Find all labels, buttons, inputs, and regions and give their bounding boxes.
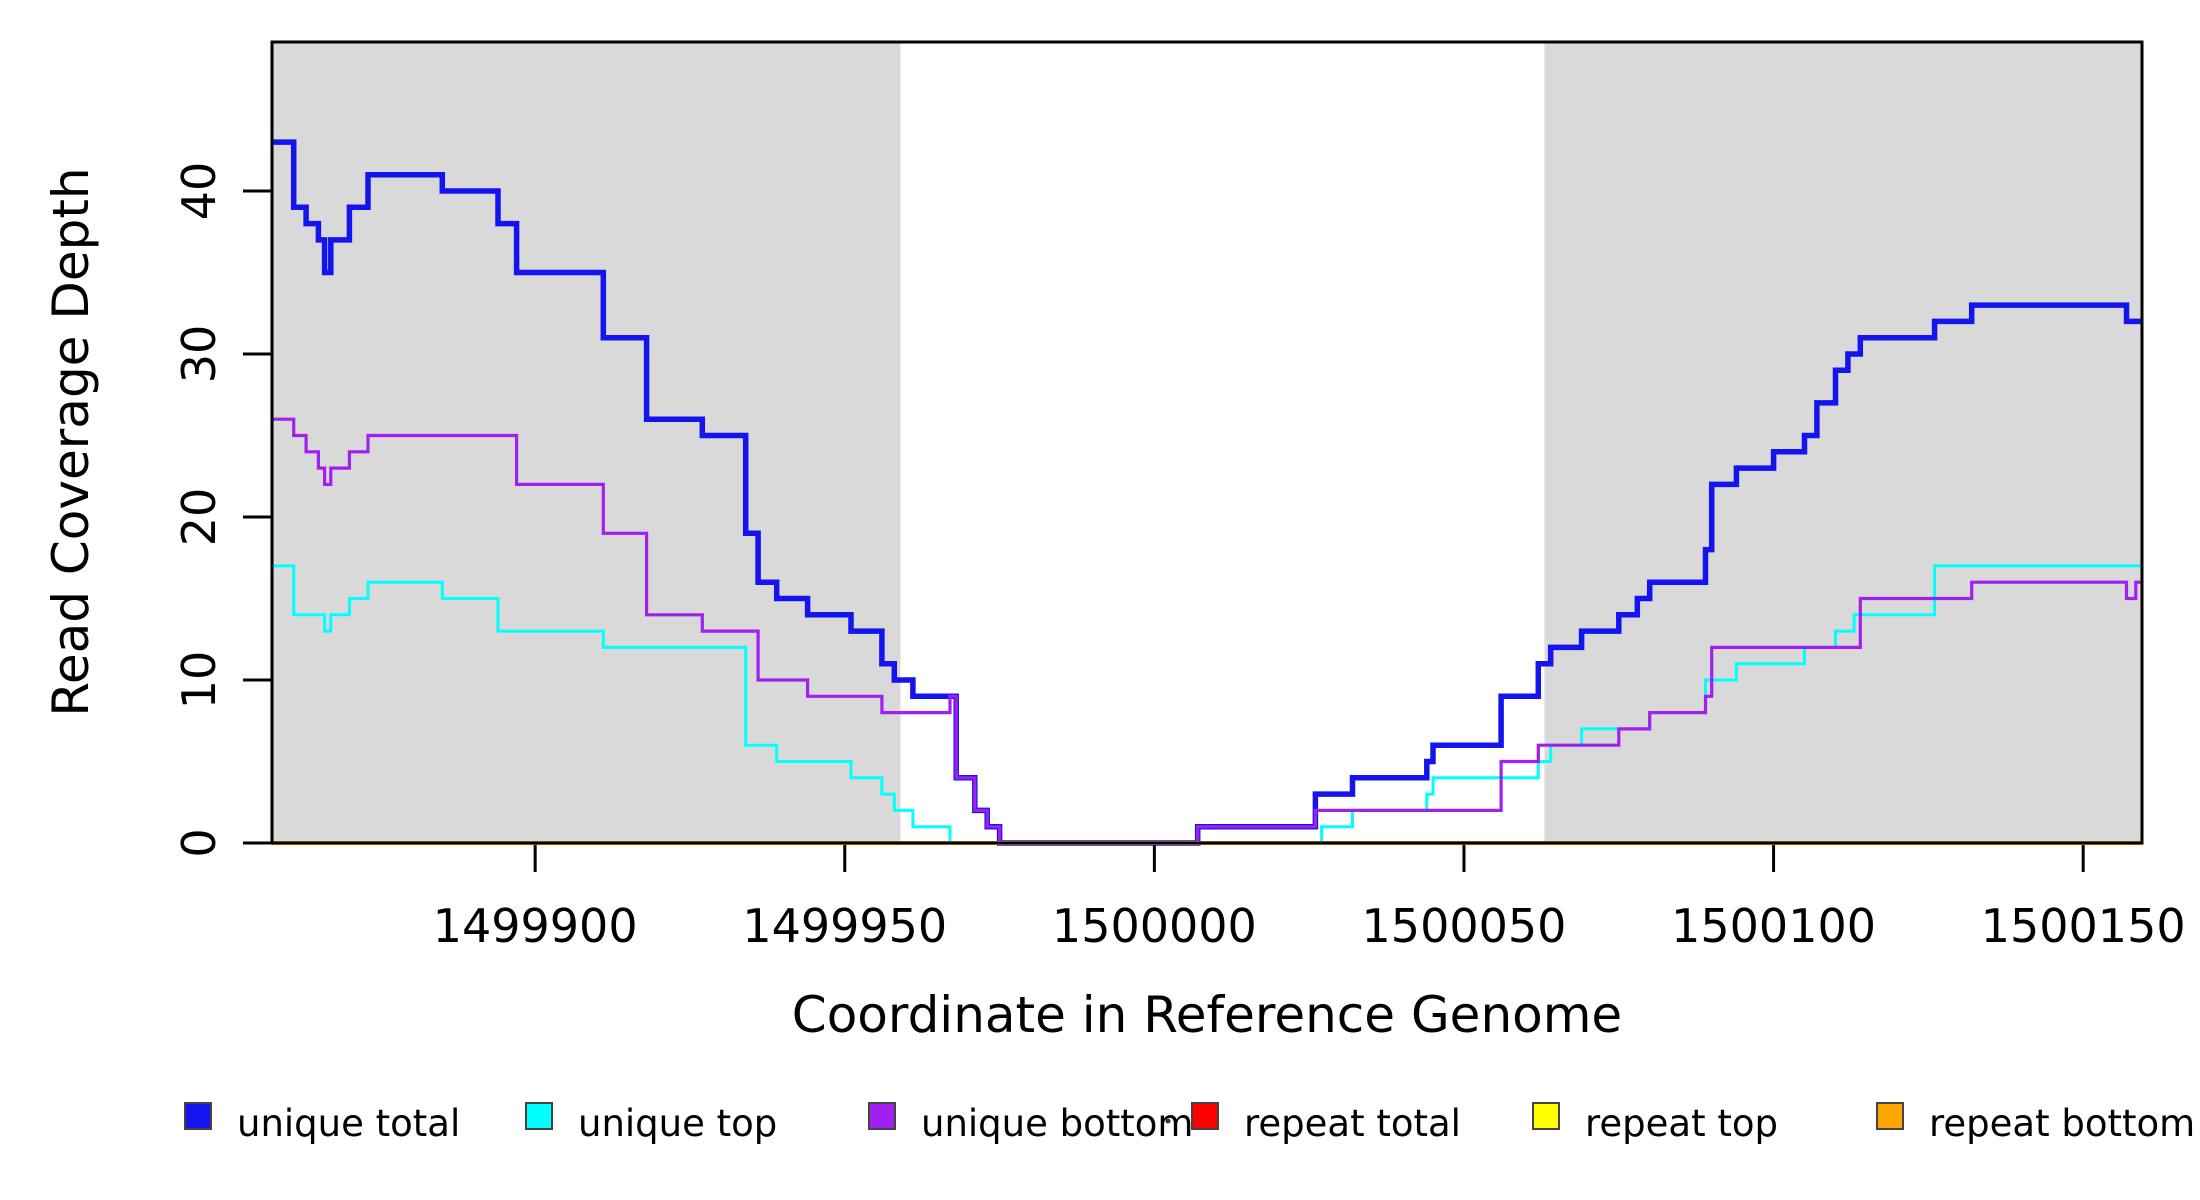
legend-label: repeat top [1585,1102,1778,1145]
y-tick-label: 0 [172,828,226,857]
legend-swatch-unique-total [184,1102,212,1130]
x-tick-label: 1499950 [742,899,947,953]
shaded-repeat-regions [272,42,2142,843]
legend-label: repeat total [1244,1102,1461,1145]
x-axis-title: Coordinate in Reference Genome [792,986,1622,1044]
legend-swatch-unique-top [525,1102,553,1130]
y-tick-label: 40 [172,162,226,221]
legend-label: unique top [578,1102,777,1145]
legend-label: unique bottom [921,1102,1193,1145]
repeat-region-band-0 [272,42,901,843]
legend-label: unique total [237,1102,460,1145]
x-tick-label: 1500050 [1362,899,1567,953]
annotations [1165,1118,1171,1124]
plot-border [270,40,2144,845]
y-axis-title: Read Coverage Depth [42,167,100,716]
legend-item-repeat-total: repeat total [1191,1102,1461,1145]
legend-swatch-repeat-bottom [1876,1102,1904,1130]
legend: unique total unique top unique bottom repea… [184,1102,2195,1145]
y-tick-label: 30 [172,325,226,384]
stray-dot [1165,1118,1171,1124]
legend-item-repeat-bottom: repeat bottom [1876,1102,2195,1145]
legend-item-unique-top: unique top [525,1102,777,1145]
legend-swatch-repeat-top [1532,1102,1560,1130]
series-line-unique-top [272,564,2142,845]
x-tick-label: 1500100 [1671,899,1876,953]
legend-swatch-repeat-total [1191,1102,1219,1130]
x-tick-label: 1500150 [1981,899,2186,953]
legend-item-repeat-top: repeat top [1532,1102,1778,1145]
y-tick-label: 20 [172,488,226,547]
axes: 1499900 1499950 1500000 1500050 1500100 15001… [172,162,2186,953]
repeat-region-band-1 [1544,42,2142,843]
legend-item-unique-total: unique total [184,1102,460,1145]
legend-item-unique-bottom: unique bottom [868,1102,1193,1145]
series-line-unique-bottom [272,417,2142,845]
legend-swatch-unique-bottom [868,1102,896,1130]
x-tick-label: 1499900 [433,899,638,953]
legend-label: repeat bottom [1929,1102,2195,1145]
x-tick-label: 1500000 [1052,899,1257,953]
y-tick-label: 10 [172,651,226,710]
